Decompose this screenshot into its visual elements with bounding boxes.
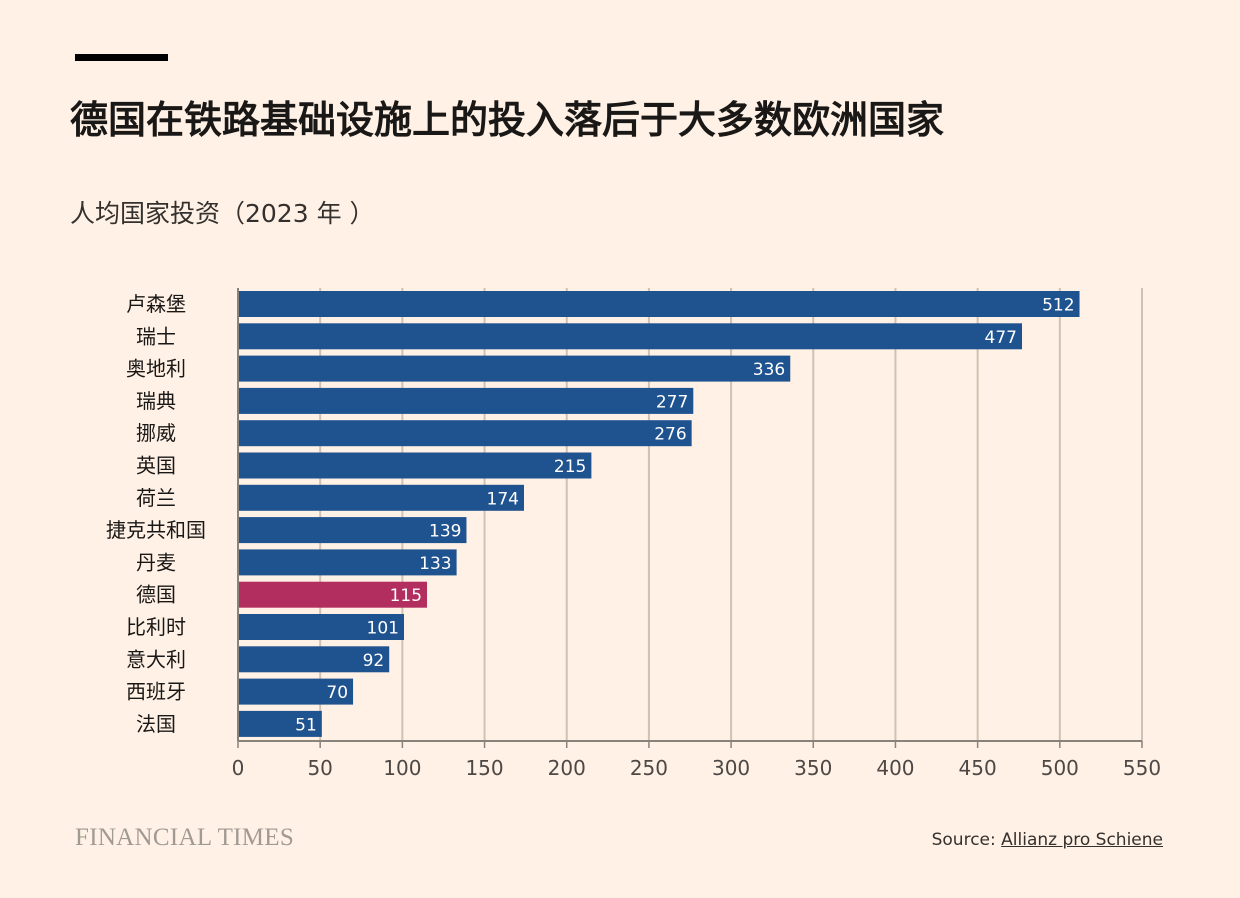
x-tick-label: 200 [548, 756, 586, 780]
data-label: 215 [554, 457, 586, 477]
bar [238, 678, 354, 705]
bar [238, 452, 592, 479]
bar [238, 420, 692, 447]
bar [238, 517, 467, 544]
bar [238, 387, 694, 414]
data-label: 51 [295, 715, 317, 735]
source-link[interactable]: Allianz pro Schiene [1001, 830, 1163, 850]
x-tick-label: 250 [630, 756, 668, 780]
bar [238, 355, 791, 382]
data-label: 277 [656, 392, 688, 412]
chart-subtitle: 人均国家投资（2023 年 ） [70, 199, 375, 228]
data-label: 101 [367, 619, 399, 639]
category-label: 英国 [136, 454, 176, 478]
bar [238, 549, 457, 576]
x-tick-label: 500 [1041, 756, 1079, 780]
data-label: 133 [419, 554, 451, 574]
data-label: 477 [985, 328, 1017, 348]
x-tick-label: 350 [794, 756, 832, 780]
category-label: 挪威 [136, 421, 176, 445]
category-label: 比利时 [126, 615, 186, 639]
category-label: 卢森堡 [126, 292, 186, 316]
data-label: 92 [363, 651, 385, 671]
bar [238, 710, 322, 737]
bar [238, 291, 1080, 317]
top-rule [75, 54, 168, 61]
x-tick-label: 550 [1123, 756, 1161, 780]
data-label: 115 [390, 586, 422, 606]
bar [238, 581, 428, 608]
category-label: 法国 [136, 712, 176, 736]
bar [238, 323, 1023, 350]
x-tick-label: 50 [307, 756, 332, 780]
bar [238, 484, 524, 511]
x-tick-label: 400 [876, 756, 914, 780]
x-tick-label: 150 [465, 756, 503, 780]
data-label: 336 [753, 360, 785, 380]
category-label: 丹麦 [136, 550, 176, 574]
source-prefix: Source: [931, 830, 1002, 850]
bar [238, 646, 390, 673]
data-label: 174 [487, 489, 519, 509]
ft-brand-logo: FINANCIAL TIMES [75, 824, 295, 851]
source-note: Source: Allianz pro Schiene [932, 830, 1163, 850]
x-tick-label: 0 [232, 756, 245, 780]
category-label: 瑞典 [136, 389, 176, 413]
data-label: 70 [326, 683, 348, 703]
data-label: 512 [1042, 296, 1074, 316]
category-label: 德国 [136, 583, 176, 607]
category-label: 荷兰 [136, 486, 176, 510]
category-label: 瑞士 [136, 324, 176, 348]
x-tick-label: 450 [959, 756, 997, 780]
category-label: 捷克共和国 [106, 518, 206, 542]
data-label: 139 [429, 522, 461, 542]
chart-title: 德国在铁路基础设施上的投入落后于大多数欧洲国家 [70, 98, 945, 142]
x-tick-label: 100 [383, 756, 421, 780]
category-label: 意大利 [126, 647, 186, 671]
x-tick-label: 300 [712, 756, 750, 780]
category-label: 西班牙 [126, 680, 186, 704]
bar [238, 614, 405, 640]
data-label: 276 [654, 425, 686, 445]
category-label: 奥地利 [126, 357, 186, 381]
